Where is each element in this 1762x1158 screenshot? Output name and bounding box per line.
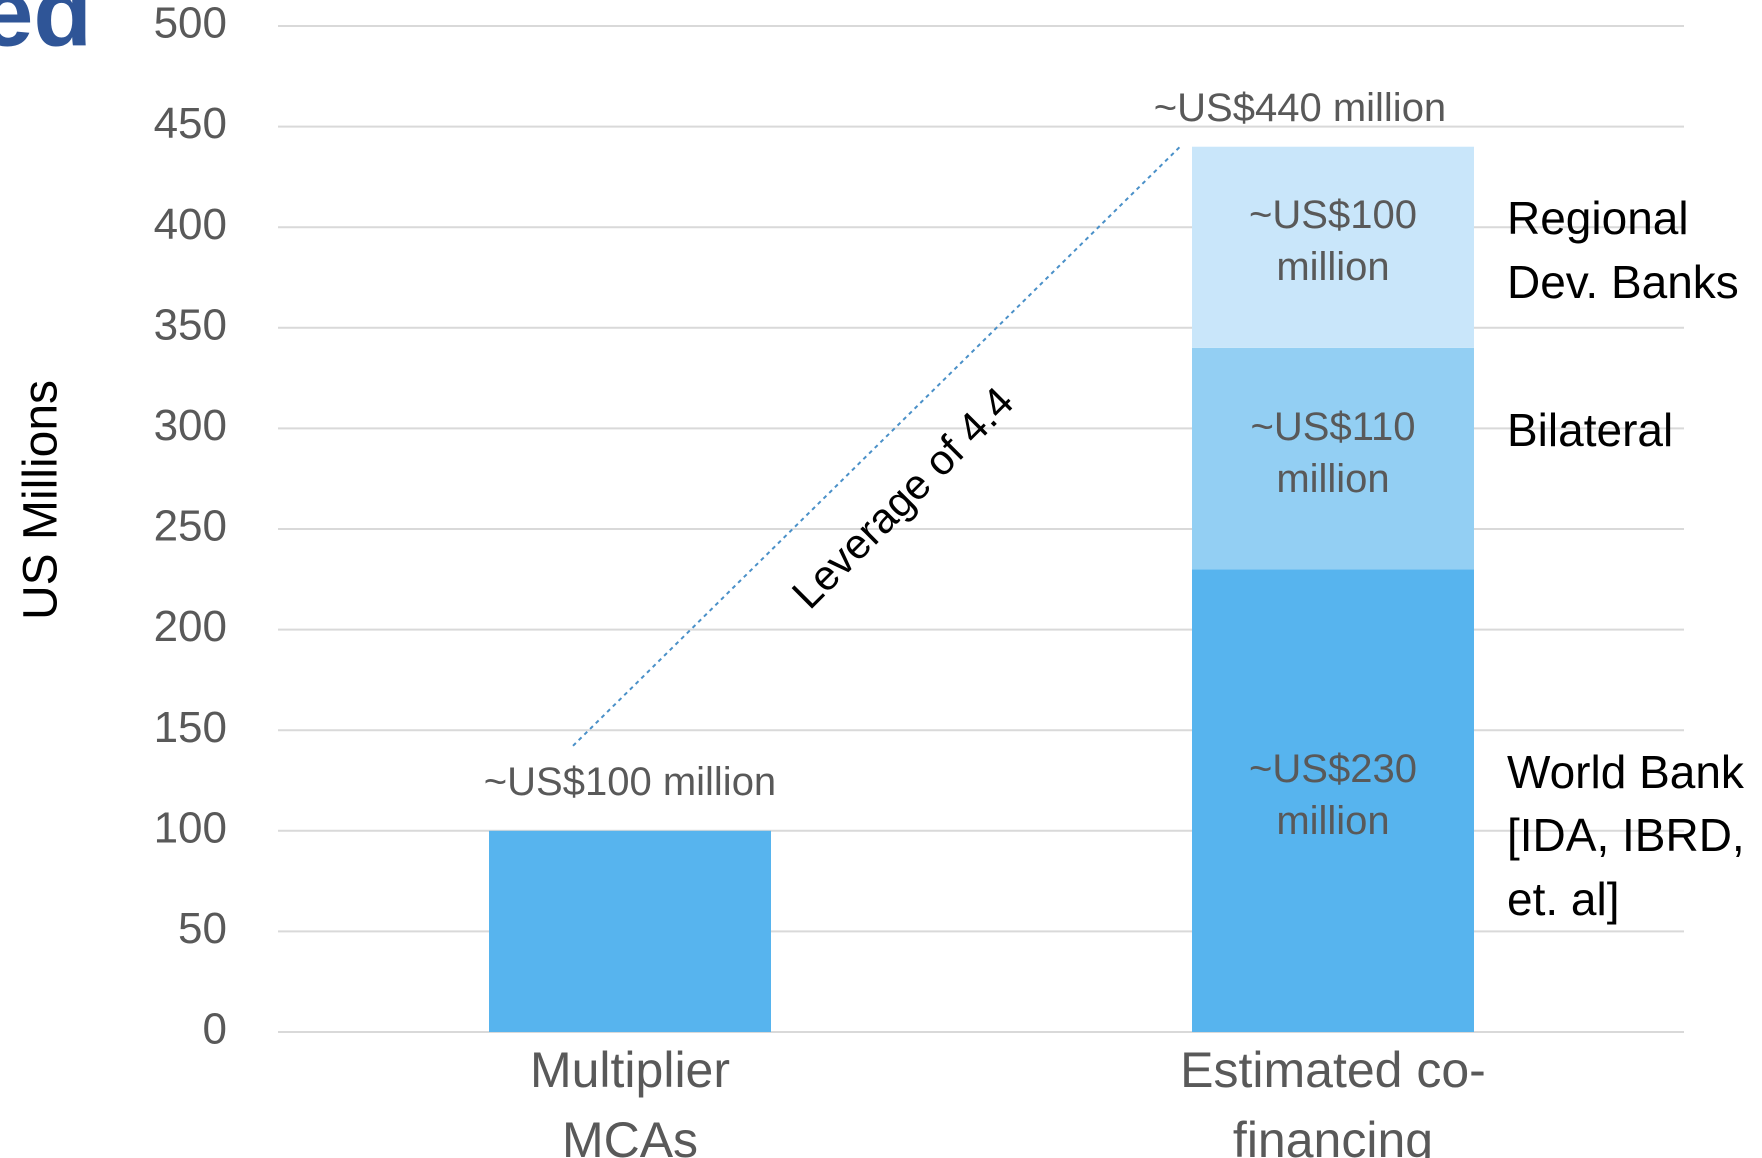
y-tick-label: 100: [154, 803, 227, 852]
y-tick-label: 450: [154, 99, 227, 148]
y-tick-label: 250: [154, 502, 227, 551]
segment-value-label: ~US$230 million: [1249, 746, 1417, 843]
y-tick-label: 350: [154, 300, 227, 349]
x-tick-label: Estimated co-financing: [1180, 1042, 1486, 1158]
series-label: World Bank [IDA, IBRD, et. al]: [1507, 745, 1745, 925]
series-label: Regional Dev. Banks: [1507, 192, 1739, 308]
leverage-annotation: Leverage of 4.4: [783, 378, 1023, 618]
bar-segment: [1192, 569, 1474, 1032]
leverage-line: [572, 146, 1181, 747]
y-tick-label: 300: [154, 401, 227, 450]
y-tick-label: 500: [154, 0, 227, 48]
segment-value-label: ~US$110 million: [1250, 404, 1416, 501]
series-label: Bilateral: [1507, 403, 1674, 456]
y-tick-label: 0: [203, 1005, 227, 1054]
y-tick-label: 200: [154, 602, 227, 651]
bar-segment: [1192, 146, 1474, 348]
y-tick-label: 150: [154, 703, 227, 752]
total-label: ~US$440 million: [1153, 85, 1447, 130]
bar-segment: [1192, 347, 1474, 570]
y-tick-label: 400: [154, 200, 227, 249]
bar-segment: [489, 830, 771, 1032]
bar-value-label: ~US$100 million: [483, 759, 777, 804]
y-tick-label: 50: [178, 904, 227, 953]
y-axis-label: US Millions: [15, 380, 68, 620]
x-tick-label: Multiplier MCAs: [529, 1042, 731, 1158]
segment-value-label: ~US$100 million: [1249, 193, 1417, 290]
slide-title-fragment: ed: [0, 0, 92, 66]
